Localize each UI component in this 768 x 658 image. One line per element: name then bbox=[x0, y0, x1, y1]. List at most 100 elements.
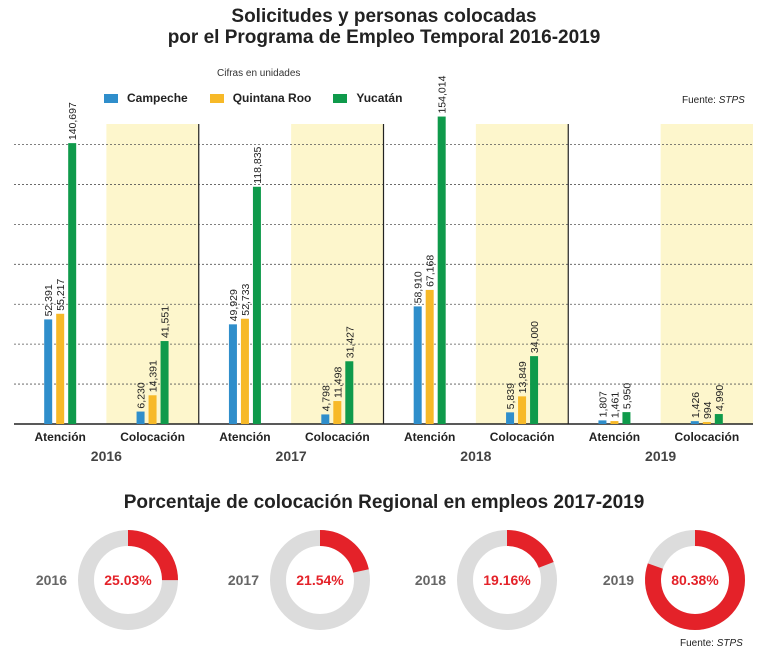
legend-item-yucatan: Yucatán bbox=[333, 91, 402, 105]
bar-campeche bbox=[136, 411, 145, 424]
group-label: Atención bbox=[589, 430, 640, 444]
donut-percent-label: 80.38% bbox=[671, 572, 719, 588]
donut-slice bbox=[506, 530, 554, 569]
bar-yucatan bbox=[437, 116, 446, 424]
bar-value-label: 118,835 bbox=[252, 146, 264, 183]
bar-campeche bbox=[413, 306, 422, 424]
bar-value-label: 52,733 bbox=[240, 283, 252, 315]
source-name: STPS bbox=[718, 95, 745, 106]
bar-value-label: 1,807 bbox=[597, 391, 609, 417]
bar-yucatan bbox=[530, 356, 539, 424]
bar-value-label: 41,551 bbox=[160, 306, 172, 338]
bar-yucatan bbox=[345, 361, 354, 424]
source-note-top: Fuente: STPS bbox=[682, 95, 745, 106]
bar-value-label: 994 bbox=[702, 401, 714, 419]
donut-percent-label: 19.16% bbox=[483, 572, 531, 588]
bar-campeche bbox=[44, 319, 53, 424]
legend-label-yucatan: Yucatán bbox=[356, 91, 403, 105]
year-label: 2016 bbox=[91, 448, 122, 464]
group-label: Colocación bbox=[305, 430, 370, 444]
donut-year-label: 2017 bbox=[228, 572, 259, 588]
donut-slice bbox=[645, 530, 745, 630]
bar-value-label: 4,798 bbox=[320, 385, 332, 411]
donut-year-label: 2018 bbox=[415, 572, 446, 588]
bar-campeche bbox=[506, 412, 515, 424]
colocacion-background bbox=[660, 124, 753, 424]
bar-value-label: 11,498 bbox=[332, 367, 344, 398]
colocacion-background bbox=[291, 124, 384, 424]
group-label: Atención bbox=[219, 430, 270, 444]
bar-quintana-roo bbox=[518, 396, 527, 424]
donut-year-label: 2016 bbox=[36, 572, 67, 588]
bar-campeche bbox=[321, 414, 330, 424]
donut-slice bbox=[127, 530, 179, 581]
legend: Campeche Quintana Roo Yucatán bbox=[104, 91, 424, 105]
group-label: Atención bbox=[35, 430, 86, 444]
bar-yucatan bbox=[252, 186, 261, 424]
group-label: Colocación bbox=[674, 430, 739, 444]
chart-title-line-1: Solicitudes y personas colocadas bbox=[231, 6, 537, 27]
donut-percent-label: 21.54% bbox=[296, 572, 344, 588]
bar-quintana-roo bbox=[333, 401, 342, 424]
bar-value-label: 52,391 bbox=[43, 284, 55, 316]
bar-quintana-roo bbox=[702, 422, 711, 424]
donut-track bbox=[270, 530, 370, 630]
source-label-bottom: Fuente: bbox=[680, 638, 714, 649]
bar-yucatan bbox=[68, 143, 77, 425]
bar-value-label: 5,950 bbox=[621, 383, 633, 409]
donut-slice bbox=[319, 530, 369, 574]
bar-quintana-roo bbox=[425, 289, 434, 424]
source-label: Fuente: bbox=[682, 95, 716, 106]
donut-section-title: Porcentaje de colocación Regional en emp… bbox=[123, 492, 645, 513]
chart-title-line-2: por el Programa de Empleo Temporal 2016-… bbox=[167, 27, 601, 48]
year-label: 2017 bbox=[276, 448, 307, 464]
bar-yucatan bbox=[622, 412, 631, 424]
group-label: Colocación bbox=[120, 430, 185, 444]
bar-value-label: 31,427 bbox=[344, 326, 356, 358]
bar-campeche bbox=[228, 324, 237, 424]
bar-value-label: 67,168 bbox=[425, 255, 437, 287]
legend-item-quintana-roo: Quintana Roo bbox=[209, 91, 311, 105]
bar-value-label: 34,000 bbox=[529, 321, 541, 353]
source-note-bottom: Fuente: STPS bbox=[680, 638, 743, 649]
units-note: Cifras en unidades bbox=[217, 68, 301, 79]
group-label: Atención bbox=[404, 430, 455, 444]
donut-track bbox=[645, 530, 745, 630]
year-label: 2019 bbox=[645, 448, 676, 464]
bar-quintana-roo bbox=[240, 318, 249, 424]
bar-value-label: 1,426 bbox=[690, 392, 702, 418]
bar-yucatan bbox=[160, 341, 169, 424]
bar-value-label: 5,839 bbox=[505, 383, 517, 409]
chart-title: Solicitudes y personas colocadas por el … bbox=[0, 6, 768, 48]
colocacion-background bbox=[106, 124, 199, 424]
bar-value-label: 14,391 bbox=[148, 360, 160, 392]
donut-year-label: 2019 bbox=[603, 572, 634, 588]
donut-track bbox=[78, 530, 178, 630]
bar-value-label: 58,910 bbox=[413, 271, 425, 303]
colocacion-background bbox=[475, 124, 569, 424]
bar-value-label: 13,849 bbox=[517, 361, 529, 393]
bar-campeche bbox=[690, 421, 699, 424]
bar-quintana-roo bbox=[56, 313, 65, 424]
bar-value-label: 6,230 bbox=[136, 382, 148, 408]
donut-track bbox=[457, 530, 557, 630]
bar-campeche bbox=[598, 420, 607, 424]
legend-label-campeche: Campeche bbox=[127, 91, 188, 105]
legend-swatch-campeche bbox=[104, 93, 118, 103]
legend-item-campeche: Campeche bbox=[104, 91, 188, 105]
bar-quintana-roo bbox=[610, 421, 619, 424]
legend-swatch-quintana-roo bbox=[209, 93, 224, 103]
bar-quintana-roo bbox=[148, 395, 157, 424]
legend-swatch-yucatan bbox=[333, 93, 348, 103]
bar-value-label: 55,217 bbox=[55, 278, 67, 310]
bar-value-label: 4,990 bbox=[714, 385, 726, 411]
bar-value-label: 1,461 bbox=[609, 392, 621, 418]
bar-value-label: 154,014 bbox=[437, 75, 449, 113]
source-name-bottom: STPS bbox=[716, 638, 743, 649]
donut-percent-label: 25.03% bbox=[104, 572, 152, 588]
bar-yucatan bbox=[714, 414, 723, 424]
year-label: 2018 bbox=[460, 448, 491, 464]
bar-value-label: 49,929 bbox=[228, 289, 240, 321]
group-label: Colocación bbox=[490, 430, 555, 444]
